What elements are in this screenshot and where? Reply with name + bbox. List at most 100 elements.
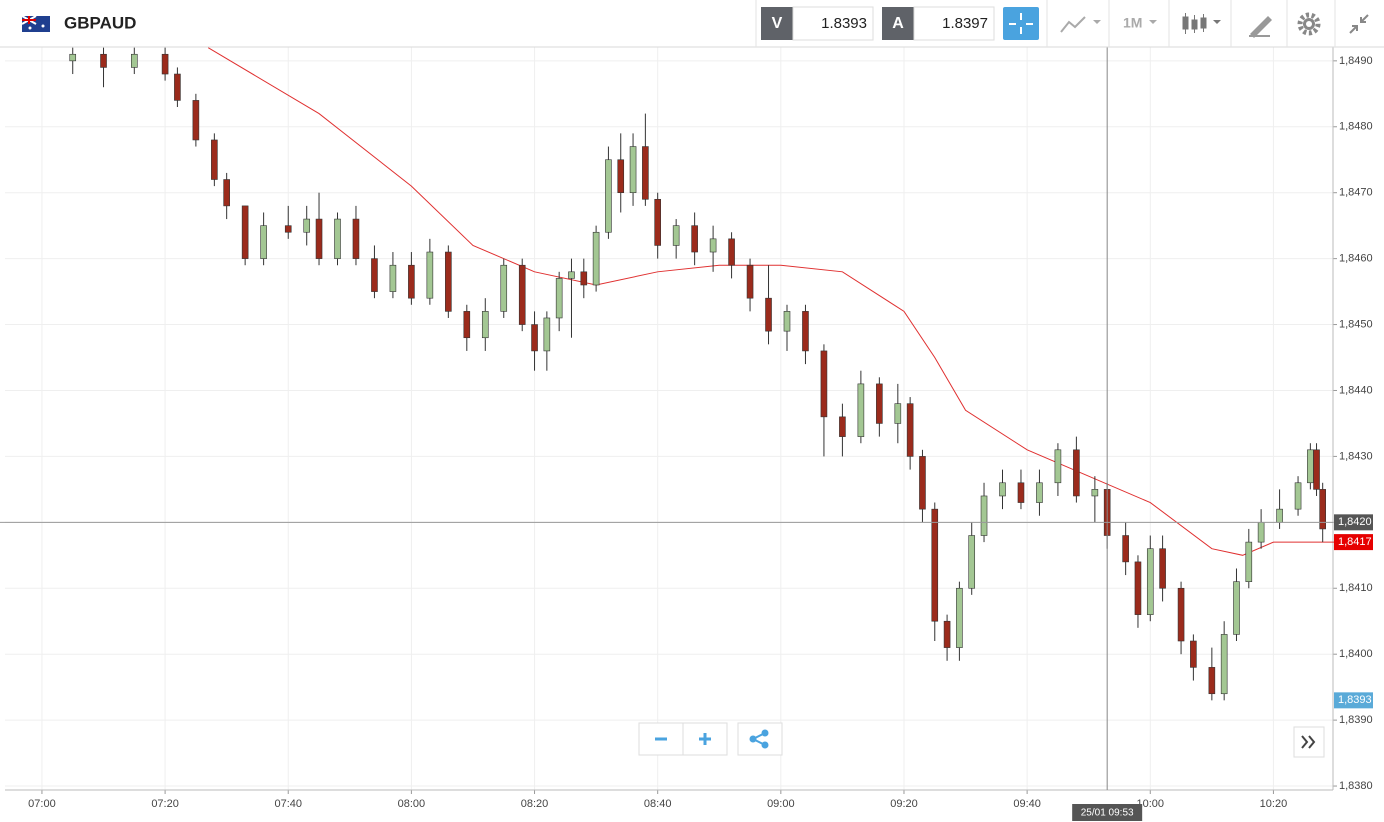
collapse-button[interactable] [1349, 14, 1369, 34]
candle-body [592, 231, 600, 286]
candle-body [352, 218, 360, 259]
y-tick-label: 1,8410 [1339, 582, 1373, 594]
candle [352, 205, 360, 266]
price-tag-label: 1,8420 [1338, 516, 1372, 528]
candle [629, 133, 637, 206]
candle-body [543, 317, 551, 352]
candle-body [1220, 634, 1228, 695]
chart-type-button[interactable] [1060, 16, 1101, 33]
candle [1122, 522, 1129, 576]
candle [161, 47, 169, 81]
candle [1313, 443, 1320, 496]
y-tick-label: 1,8390 [1339, 714, 1373, 726]
candle [284, 205, 292, 239]
candle-body [1294, 482, 1302, 510]
candle [980, 482, 988, 543]
x-tick-label: 08:40 [644, 798, 672, 810]
candle-body [241, 205, 249, 259]
candle [211, 133, 218, 187]
y-tick-label: 1,8400 [1339, 648, 1373, 660]
candle-body [260, 225, 267, 259]
candle [1091, 476, 1099, 523]
candle [100, 47, 107, 88]
price-tag [1334, 514, 1373, 531]
bid-label: V [772, 15, 783, 32]
candle-body [334, 218, 341, 259]
candle [371, 245, 378, 299]
candle-body [284, 225, 292, 233]
candle-body [802, 311, 809, 352]
share-button[interactable] [737, 722, 783, 756]
candle [654, 192, 661, 259]
dropdown-arrow [1149, 20, 1157, 24]
price-tag [1334, 534, 1373, 551]
x-tick-label: 08:20 [521, 798, 549, 810]
candle [481, 298, 489, 351]
candle [894, 383, 902, 444]
candle-body [303, 218, 311, 233]
candle [931, 502, 939, 642]
bid-price: 1.8393 [821, 15, 867, 32]
candle [857, 370, 865, 444]
candle-body [617, 159, 625, 193]
candle [303, 205, 311, 246]
candle [1073, 436, 1080, 503]
bid-box[interactable] [792, 6, 874, 41]
candle [802, 304, 809, 365]
candle [1233, 568, 1240, 642]
crosshair-button[interactable] [1003, 7, 1039, 40]
candle [906, 397, 914, 470]
candle [445, 245, 452, 318]
candle-body [426, 251, 434, 299]
candle-body [211, 139, 218, 180]
candle-body [672, 225, 680, 246]
y-tick-label: 1,8430 [1339, 450, 1373, 462]
candle-body [1313, 449, 1320, 490]
candle-body [709, 238, 717, 253]
candle-body [629, 146, 637, 193]
candle-body [1146, 548, 1154, 615]
candle-body [1319, 489, 1326, 530]
candle-body [1073, 449, 1080, 497]
candle-body [1122, 535, 1129, 563]
y-tick-label: 1,8490 [1339, 55, 1373, 67]
candle [463, 304, 471, 351]
candle-body [445, 251, 452, 312]
candle-body [1257, 522, 1265, 543]
candle [1036, 469, 1043, 516]
candle [1146, 535, 1154, 622]
candle-body [765, 297, 772, 332]
candle [1017, 469, 1025, 510]
header-bar [0, 0, 1384, 47]
settings-button[interactable] [1297, 12, 1321, 36]
candle-style-button[interactable] [1182, 13, 1221, 34]
timeframe[interactable]: 1M [1123, 15, 1142, 31]
candle [69, 47, 77, 75]
candle [1054, 443, 1062, 496]
candle-body [746, 264, 754, 299]
candle-body [968, 535, 976, 589]
candle [919, 449, 926, 523]
candle [334, 212, 341, 266]
candle [260, 212, 267, 266]
candle-body [174, 73, 181, 101]
symbol: GBPAUD [64, 13, 136, 32]
candle-body [315, 218, 323, 259]
x-tick-label: 08:00 [398, 798, 426, 810]
candle-body [931, 508, 939, 622]
price-tag [1334, 692, 1373, 709]
zoom-in-button[interactable] [682, 722, 728, 756]
draw-tool-button[interactable] [1249, 16, 1272, 38]
candle [876, 377, 883, 437]
candle [580, 258, 588, 299]
ask-box[interactable] [913, 6, 995, 41]
scroll-right-button[interactable] [1293, 726, 1325, 758]
zoom-out-button[interactable] [638, 722, 684, 756]
candle [1177, 581, 1185, 655]
candle-body [371, 258, 378, 292]
candle-body [408, 264, 415, 299]
candle-body [463, 311, 471, 339]
